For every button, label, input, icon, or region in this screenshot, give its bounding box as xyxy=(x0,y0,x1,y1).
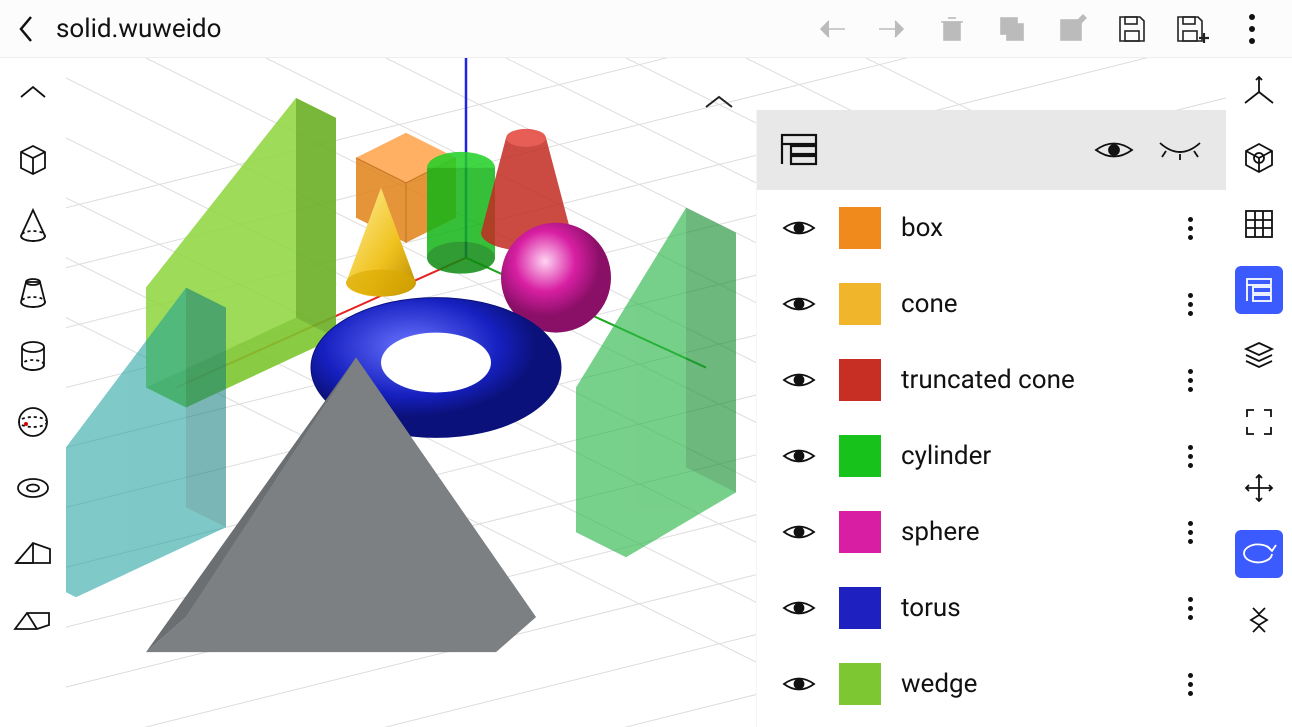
shape-wedge-button[interactable] xyxy=(9,530,57,578)
view-cube-button[interactable] xyxy=(1235,134,1283,182)
undo-button xyxy=(802,6,862,52)
layer-color-swatch xyxy=(839,359,881,401)
layer-visibility-toggle[interactable] xyxy=(779,445,819,467)
layer-more-button[interactable] xyxy=(1176,217,1204,240)
layer-name: box xyxy=(901,213,1156,243)
rotate-button[interactable] xyxy=(1235,530,1283,578)
layers-list: box cone truncated cone cylinder sphere torus… xyxy=(757,190,1226,722)
layer-name: cone xyxy=(901,289,1156,319)
layer-more-button[interactable] xyxy=(1176,597,1204,620)
top-toolbar: solid.wuweido xyxy=(0,0,1292,58)
layer-visibility-toggle[interactable] xyxy=(779,521,819,543)
kebab-icon xyxy=(1249,14,1255,44)
hide-all-button[interactable] xyxy=(1156,130,1204,170)
layer-name: cylinder xyxy=(901,441,1156,471)
layer-visibility-toggle[interactable] xyxy=(779,217,819,239)
layer-more-button[interactable] xyxy=(1176,673,1204,696)
copy-button xyxy=(982,6,1042,52)
shape-prism-button[interactable] xyxy=(9,596,57,644)
layer-name: sphere xyxy=(901,517,1156,547)
layer-visibility-toggle[interactable] xyxy=(779,673,819,695)
layers-panel: box cone truncated cone cylinder sphere torus… xyxy=(756,110,1226,727)
layer-name: torus xyxy=(901,593,1156,623)
layers-panel-header xyxy=(757,110,1226,190)
shape-cylinder-button[interactable] xyxy=(9,332,57,380)
save-as-button[interactable] xyxy=(1162,6,1222,52)
layer-color-swatch xyxy=(839,587,881,629)
layer-color-swatch xyxy=(839,663,881,705)
delete-button xyxy=(922,6,982,52)
layer-row[interactable]: torus xyxy=(757,570,1226,646)
shape-truncated-cone-button[interactable] xyxy=(9,266,57,314)
layer-row[interactable]: cylinder xyxy=(757,418,1226,494)
redo-button xyxy=(862,6,922,52)
layer-color-swatch xyxy=(839,435,881,477)
axes-toggle-button[interactable] xyxy=(1235,68,1283,116)
back-button[interactable] xyxy=(10,12,44,46)
menu-button[interactable] xyxy=(1222,6,1282,52)
layer-more-button[interactable] xyxy=(1176,293,1204,316)
layer-visibility-toggle[interactable] xyxy=(779,369,819,391)
layer-row[interactable]: sphere xyxy=(757,494,1226,570)
file-title: solid.wuweido xyxy=(56,14,221,44)
layer-color-swatch xyxy=(839,283,881,325)
layer-color-swatch xyxy=(839,207,881,249)
shape-sphere-button[interactable] xyxy=(9,398,57,446)
layer-more-button[interactable] xyxy=(1176,369,1204,392)
layers-header-icon xyxy=(779,130,819,170)
left-shape-toolbar xyxy=(0,58,66,727)
layer-row[interactable]: cone xyxy=(757,266,1226,342)
shape-cone-button[interactable] xyxy=(9,200,57,248)
grid-toggle-button[interactable] xyxy=(1235,200,1283,248)
shape-box-button[interactable] xyxy=(9,134,57,182)
show-all-button[interactable] xyxy=(1090,130,1138,170)
layer-row[interactable]: box xyxy=(757,190,1226,266)
shape-torus-button[interactable] xyxy=(9,464,57,512)
stacked-layers-button[interactable] xyxy=(1235,332,1283,380)
layer-visibility-toggle[interactable] xyxy=(779,293,819,315)
pan-button[interactable] xyxy=(1235,464,1283,512)
layer-name: truncated cone xyxy=(901,365,1156,395)
save-button[interactable] xyxy=(1102,6,1162,52)
layer-row[interactable]: truncated cone xyxy=(757,342,1226,418)
layer-row[interactable]: wedge xyxy=(757,646,1226,722)
edit-button xyxy=(1042,6,1102,52)
layer-visibility-toggle[interactable] xyxy=(779,597,819,619)
collapse-up-button[interactable] xyxy=(9,68,57,116)
fullscreen-button[interactable] xyxy=(1235,398,1283,446)
layer-name: wedge xyxy=(901,669,1156,699)
zoom-extents-button[interactable] xyxy=(1235,596,1283,644)
panel-collapse-caret[interactable] xyxy=(702,93,736,111)
right-view-toolbar xyxy=(1226,58,1292,727)
layer-more-button[interactable] xyxy=(1176,521,1204,544)
layer-color-swatch xyxy=(839,511,881,553)
layer-more-button[interactable] xyxy=(1176,445,1204,468)
layers-panel-button[interactable] xyxy=(1235,266,1283,314)
